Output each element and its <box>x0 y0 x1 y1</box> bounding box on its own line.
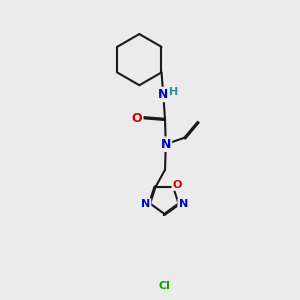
Text: N: N <box>160 138 171 151</box>
Text: H: H <box>169 87 178 97</box>
Text: O: O <box>173 180 182 190</box>
Text: N: N <box>178 199 188 209</box>
Text: N: N <box>158 88 168 101</box>
Text: N: N <box>141 199 150 209</box>
Text: O: O <box>132 112 142 125</box>
Text: Cl: Cl <box>158 281 170 291</box>
